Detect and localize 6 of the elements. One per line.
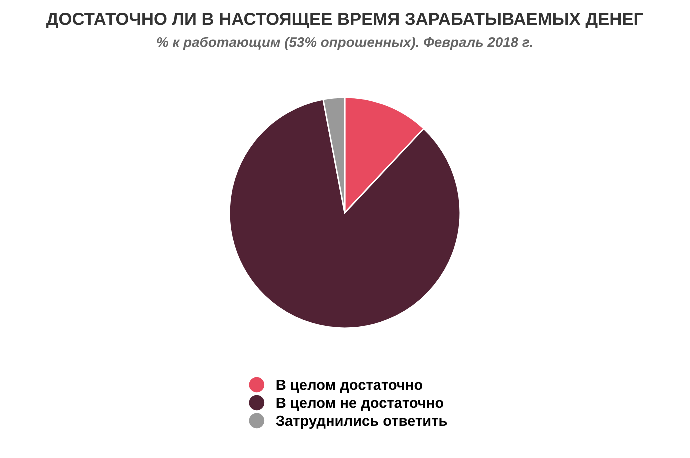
chart-title: ДОСТАТОЧНО ЛИ В НАСТОЯЩЕЕ ВРЕМЯ ЗАРАБАТЫВАЕМЫХ ДЕНЕГ — [46, 12, 644, 29]
chart-subtitle: % к работающим (53% опрошенных). Февраль 2018 г. — [157, 36, 532, 50]
pie-slice — [228, 98, 462, 330]
legend-label: В целом не достаточно — [276, 398, 444, 411]
legend-label: Затруднились ответить — [276, 416, 448, 430]
legend-label: В целом достаточно — [276, 380, 423, 393]
